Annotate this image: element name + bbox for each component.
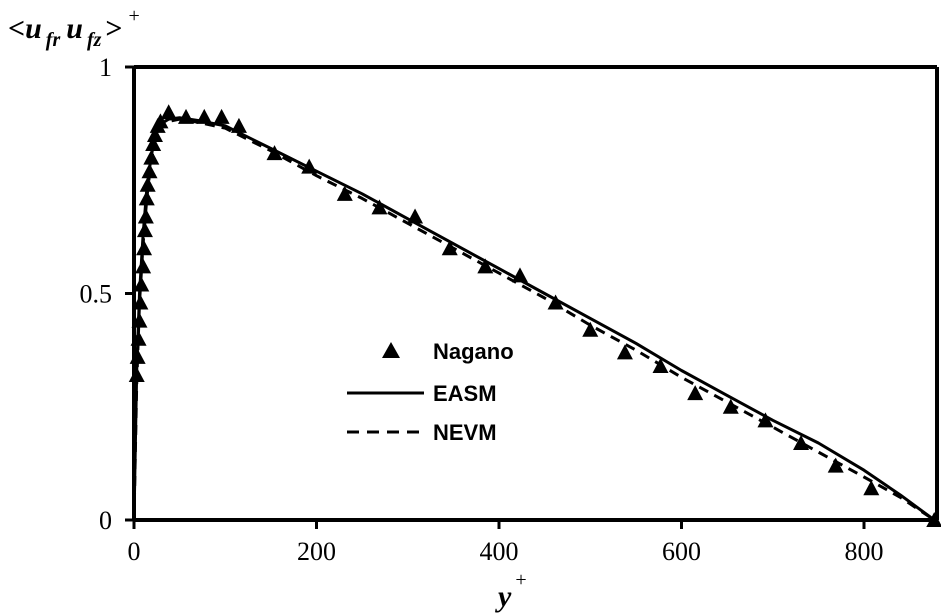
y-label-close: > bbox=[105, 12, 122, 45]
legend-label-nagano: Nagano bbox=[433, 339, 514, 364]
point-nagano-6 bbox=[135, 258, 152, 274]
legend-marker-nagano bbox=[382, 342, 400, 358]
point-nagano-21 bbox=[213, 108, 230, 124]
x-tick-label-3: 600 bbox=[662, 537, 701, 566]
y-label-u2: u bbox=[66, 12, 83, 45]
point-nagano-18 bbox=[160, 104, 177, 120]
series-layer bbox=[128, 104, 941, 527]
y-label-sub2: fz bbox=[87, 29, 102, 51]
point-nagano-39 bbox=[827, 457, 844, 473]
x-tick-label-1: 200 bbox=[297, 537, 336, 566]
point-nagano-35 bbox=[687, 385, 704, 401]
point-nagano-25 bbox=[336, 185, 353, 201]
y-label-open: < bbox=[8, 12, 25, 45]
y-tick-label-0: 0 bbox=[99, 506, 112, 535]
point-nagano-40 bbox=[863, 480, 880, 496]
x-tick-label-4: 800 bbox=[845, 537, 884, 566]
point-nagano-36 bbox=[722, 398, 739, 414]
point-nagano-37 bbox=[757, 412, 774, 428]
series-line-easm bbox=[132, 116, 936, 522]
plot-frame bbox=[132, 65, 939, 522]
point-nagano-33 bbox=[616, 344, 633, 360]
x-tick-label-0: 0 bbox=[128, 537, 141, 566]
x-axis-label: y + bbox=[495, 569, 527, 613]
series-nagano bbox=[128, 104, 941, 527]
legend-label-easm: EASM bbox=[433, 381, 497, 406]
x-ticks: 0 200 400 600 800 bbox=[128, 520, 884, 566]
y-label-u1: u bbox=[25, 12, 42, 45]
legend: Nagano EASM NEVM bbox=[347, 339, 514, 445]
y-ticks: 00.51 bbox=[80, 53, 134, 535]
x-tick-label-2: 400 bbox=[480, 537, 519, 566]
x-label-sup: + bbox=[515, 569, 526, 591]
y-label-sup: + bbox=[129, 5, 140, 27]
legend-label-nevm: NEVM bbox=[433, 420, 497, 445]
y-label-sub1: fr bbox=[46, 29, 61, 51]
series-line-nevm bbox=[132, 117, 936, 522]
x-label-main: y bbox=[495, 580, 512, 613]
y-tick-label-2: 1 bbox=[99, 53, 112, 82]
point-nagano-32 bbox=[582, 321, 599, 337]
y-axis-label: <u fr u fz > + bbox=[8, 5, 140, 51]
y-tick-label-1: 0.5 bbox=[80, 280, 113, 309]
